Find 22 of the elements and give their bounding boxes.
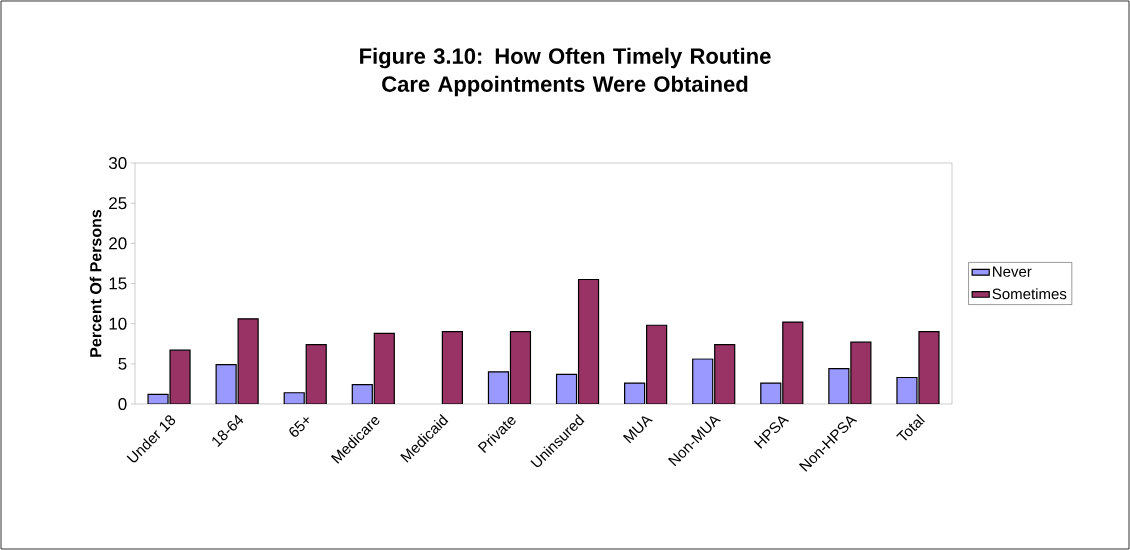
y-axis-title: Percent Of Persons — [89, 209, 102, 357]
y-tick-label: 30 — [108, 156, 127, 170]
bar — [578, 279, 599, 404]
y-tick-label: 0 — [118, 397, 127, 411]
y-tick-label: 5 — [118, 357, 127, 370]
x-tick-label: 65+ — [289, 417, 309, 437]
bar — [373, 332, 395, 404]
legend-label: Sometimes — [992, 288, 1067, 300]
bar — [442, 331, 463, 404]
bar — [714, 344, 735, 404]
y-tick-label: 15 — [109, 277, 127, 290]
bar — [556, 374, 577, 404]
legend-label: Never — [993, 266, 1032, 277]
chart-title: Figure 3.10: How Often Timely Routine Care Appointments Were Obtained — [360, 47, 771, 97]
y-tick-label: 10 — [109, 317, 127, 330]
bar — [510, 331, 531, 404]
bar — [692, 359, 713, 404]
y-tick-label: 25 — [109, 197, 127, 210]
bar — [782, 322, 803, 404]
y-tick-label: 20 — [109, 237, 127, 250]
bar — [646, 325, 667, 404]
bar — [305, 343, 327, 404]
